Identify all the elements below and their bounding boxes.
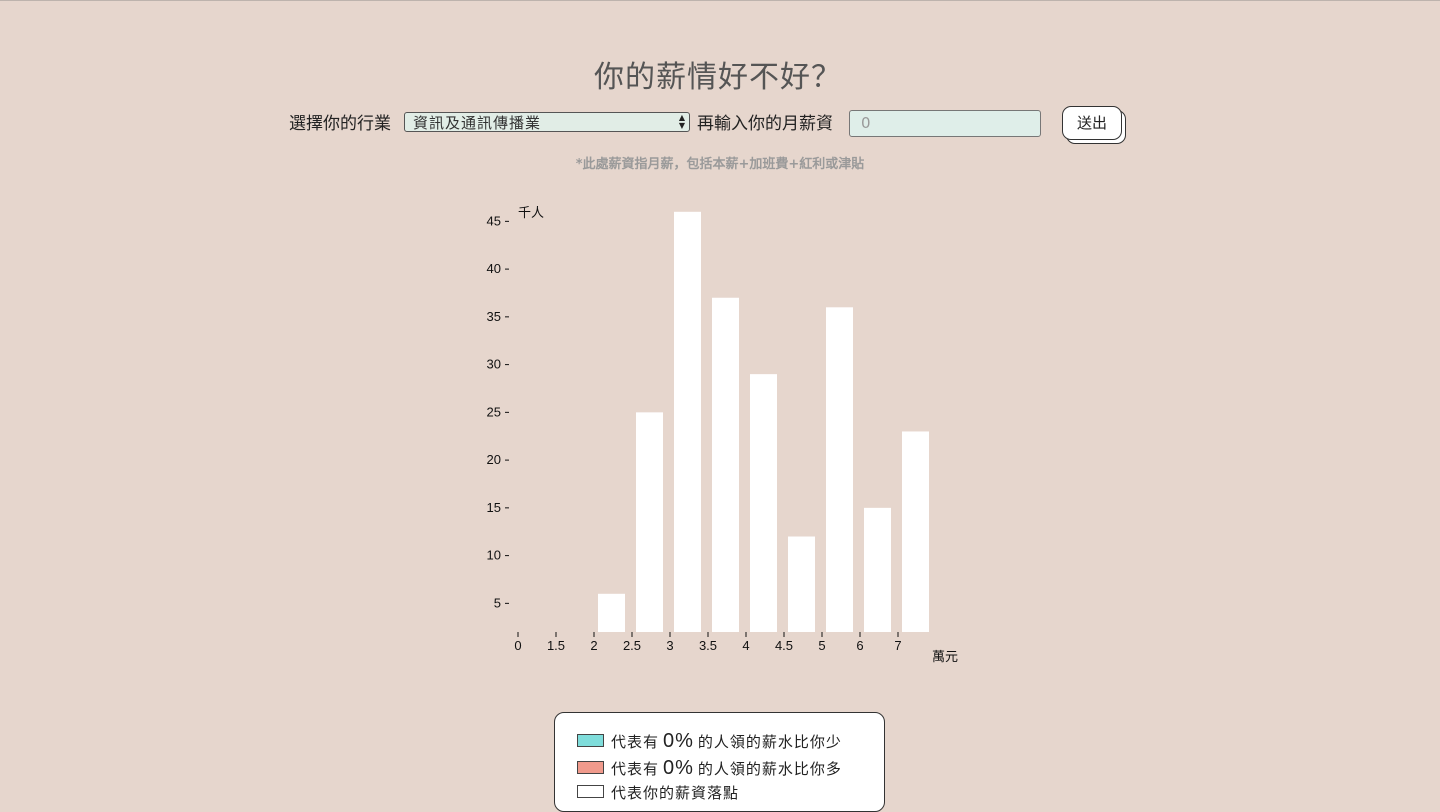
- salary-input[interactable]: 0: [849, 110, 1041, 137]
- bar-5: [826, 307, 853, 632]
- submit-button[interactable]: 送出: [1062, 106, 1122, 140]
- y-tick-label: 20: [487, 452, 501, 467]
- x-tick-label: 2.5: [623, 638, 641, 653]
- legend-less-prefix: 代表有: [611, 733, 660, 751]
- y-tick-label: 30: [487, 357, 501, 372]
- legend-swatch-less: [577, 734, 604, 747]
- salary-distribution-chart: 5 10 15 20 25 30 35 40 45 千人 0 1.5 2 2.5 3 3.5 4 4.5 5 6 7 萬元: [487, 205, 958, 664]
- bar-2: [598, 593, 625, 632]
- y-tick-label: 45: [487, 213, 501, 228]
- bar-2.5: [636, 412, 663, 632]
- industry-label: 選擇你的行業: [289, 114, 391, 134]
- legend: 代表有 0% 的人領的薪水比你少 代表有 0% 的人領的薪水比你多 代表你的薪資落點: [554, 712, 885, 812]
- industry-select[interactable]: 資訊及通訊傳播業 ▲ ▼: [404, 112, 690, 132]
- window-top-border: [0, 0, 1440, 1]
- salary-definition-note: *此處薪資指月薪，包括本薪+加班費+紅利或津貼: [575, 157, 865, 172]
- bar-4: [750, 374, 777, 632]
- legend-more-percent: 0%: [663, 757, 694, 779]
- legend-less-percent: 0%: [663, 730, 694, 752]
- legend-row-more: 代表有 0% 的人領的薪水比你多: [577, 756, 842, 780]
- x-tick-label: 7: [894, 638, 901, 653]
- x-tick-label: 1.5: [547, 638, 565, 653]
- bar-7: [902, 431, 929, 632]
- y-tick-label: 5: [494, 595, 501, 610]
- bar-6: [864, 507, 891, 632]
- industry-selected-value: 資訊及通訊傳播業: [413, 114, 542, 132]
- y-tick-label: 40: [487, 261, 501, 276]
- legend-yours-text: 代表你的薪資落點: [611, 784, 740, 802]
- y-tick-label: 35: [487, 309, 501, 324]
- x-tick-label: 5: [818, 638, 825, 653]
- bar-3: [674, 211, 701, 633]
- y-tick-label: 25: [487, 404, 501, 419]
- x-tick-label: 4: [742, 638, 749, 653]
- select-arrows-icon: ▲ ▼: [678, 113, 686, 130]
- bar-3.5: [712, 297, 739, 632]
- legend-row-less: 代表有 0% 的人領的薪水比你少: [577, 729, 842, 753]
- input-form: 選擇你的行業 資訊及通訊傳播業 ▲ ▼ 再輸入你的月薪資 0 送出: [289, 106, 1139, 144]
- x-tick-label: 4.5: [775, 638, 793, 653]
- x-tick-label: 3: [666, 638, 673, 653]
- x-tick-label: 2: [590, 638, 597, 653]
- salary-label: 再輸入你的月薪資: [697, 114, 833, 134]
- legend-more-prefix: 代表有: [611, 760, 660, 778]
- legend-swatch-yours: [577, 785, 604, 798]
- x-tick-label: 3.5: [699, 638, 717, 653]
- bar-4.5: [788, 536, 815, 632]
- legend-row-yours: 代表你的薪資落點: [577, 781, 739, 805]
- legend-swatch-more: [577, 761, 604, 774]
- legend-more-suffix: 的人領的薪水比你多: [697, 760, 842, 778]
- x-tick-label: 0: [514, 638, 521, 653]
- legend-less-suffix: 的人領的薪水比你少: [697, 733, 842, 751]
- y-tick-label: 15: [487, 500, 501, 515]
- x-tick-label: 6: [856, 638, 863, 653]
- y-tick-label: 10: [487, 548, 501, 563]
- page-title: 你的薪情好不好？: [594, 60, 842, 95]
- x-axis-unit: 萬元: [932, 649, 958, 664]
- submit-button-wrap: 送出: [1062, 106, 1126, 144]
- y-axis-unit: 千人: [518, 205, 544, 220]
